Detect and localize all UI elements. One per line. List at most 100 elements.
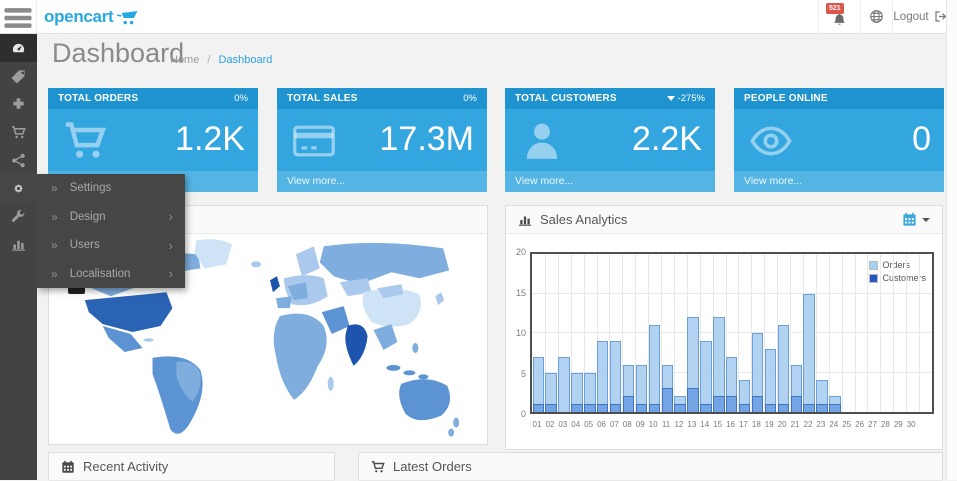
customers-bar [532,404,544,412]
latest-orders-title: Latest Orders [393,459,472,474]
flyout-item-localisation[interactable]: » Localisation › [37,260,185,289]
x-axis-tick: 21 [790,420,800,429]
customers-bar [609,404,622,412]
customers-bar [764,404,777,412]
legend-label: Orders [882,260,910,270]
customers-bar [829,404,841,412]
orders-bar [751,333,764,412]
breadcrumb-home-link[interactable]: Home [170,54,200,66]
gridline [609,254,611,412]
tile-view-more-link[interactable]: View more... [734,171,944,192]
x-axis-tick: 08 [622,420,632,429]
sales-analytics-panel: Sales Analytics 0 5 10 15 20 Orders Customers… [505,205,943,450]
breadcrumb-current-link[interactable]: Dashboard [218,54,273,66]
gridline [738,254,740,412]
notifications-button[interactable]: 521 [818,0,860,33]
tile-view-more-link[interactable]: View more... [505,171,715,192]
caret-down-icon [922,217,930,222]
orders-bar [674,396,686,412]
sidebar-item-sales[interactable] [0,118,37,146]
sidebar-item-tools[interactable] [0,202,37,230]
customers-bar [584,404,596,412]
cart-icon [371,460,385,474]
flyout-item-design[interactable]: » Design › [37,203,185,232]
tile-body: 2.2K [505,109,715,171]
orders-bar [790,364,802,412]
latest-orders-heading: Latest Orders [359,453,942,481]
orders-bar [829,396,841,412]
menu-toggle-button[interactable] [0,0,37,33]
customers-bar [777,404,790,412]
chevron-right-icon: › [168,209,173,225]
sidebar-item-dashboard[interactable] [0,34,37,62]
calendar-icon [902,212,917,227]
flyout-item-settings[interactable]: » Settings [37,174,185,203]
stat-tile-total-sales: TOTAL SALES 0% 17.3M View more... [277,88,487,192]
gridline [828,254,830,412]
x-axis-tick: 01 [532,420,542,429]
customers-bar [674,404,686,412]
date-range-button[interactable] [902,212,930,227]
tile-body: 17.3M [277,109,487,171]
x-axis-tick: 22 [803,420,813,429]
customers-bar [700,404,712,412]
sales-analytics-chart: 0 5 10 15 20 Orders Customers 01 02 03 04 05 06 07 0… [506,234,942,449]
sidebar-item-catalog[interactable] [0,62,37,90]
x-axis-tick: 04 [571,420,581,429]
x-axis-tick: 07 [609,420,619,429]
orders-bar [726,356,738,412]
orders-bar [816,380,828,412]
y-axis-tick: 0 [520,409,526,419]
gridline [906,254,908,412]
customers-bar [726,396,738,412]
gridline [815,254,817,412]
tile-body: 1.2K [48,109,258,171]
logo-cart-icon [117,10,139,25]
gridline [570,254,572,412]
x-axis-tick: 15 [713,420,723,429]
opencart-logo[interactable]: opencart [44,0,139,33]
x-axis-tick: 26 [855,420,865,429]
chart-plot-area: Orders Customers [530,252,934,414]
tile-title: TOTAL CUSTOMERS [515,93,617,104]
y-axis-tick: 15 [515,287,526,298]
eye-icon [749,119,793,163]
sidebar [0,34,37,480]
tile-value: 0 [912,120,931,158]
customers-bar [790,396,802,412]
x-axis-tick: 17 [738,420,748,429]
bell-icon [832,12,847,27]
orders-bar [738,380,751,412]
gridline [854,254,856,412]
flyout-item-users[interactable]: » Users › [37,231,185,260]
customers-bar [597,404,609,412]
orders-bar [635,364,648,412]
gridline [764,254,766,412]
x-axis-tick: 19 [764,420,774,429]
tile-view-more-link[interactable]: View more... [277,171,487,192]
sidebar-item-reports[interactable] [0,230,37,258]
globe-icon [869,9,884,24]
page-title: Dashboard [52,38,185,68]
sidebar-item-extensions[interactable] [0,90,37,118]
user-icon [520,119,564,163]
scrollbar-track[interactable] [946,0,957,480]
credit-card-icon [292,119,336,163]
gridline [841,254,843,412]
gridline [893,254,895,412]
angle-double-right-icon: » [51,209,58,224]
customers-bar [816,404,828,412]
tools-icon [11,209,26,224]
store-front-button[interactable] [860,0,892,33]
notification-badge: 521 [826,3,844,14]
orders-bar [571,372,583,412]
logout-button[interactable]: Logout [892,0,947,33]
x-axis-tick: 30 [906,420,916,429]
customers-bar [661,388,673,412]
sidebar-item-system[interactable] [0,174,37,202]
sidebar-item-marketing[interactable] [0,146,37,174]
x-axis-tick: 06 [597,420,606,429]
map-zoom-button[interactable] [68,285,85,294]
tile-value: 17.3M [379,120,475,158]
breadcrumb: Home / Dashboard [170,54,272,66]
